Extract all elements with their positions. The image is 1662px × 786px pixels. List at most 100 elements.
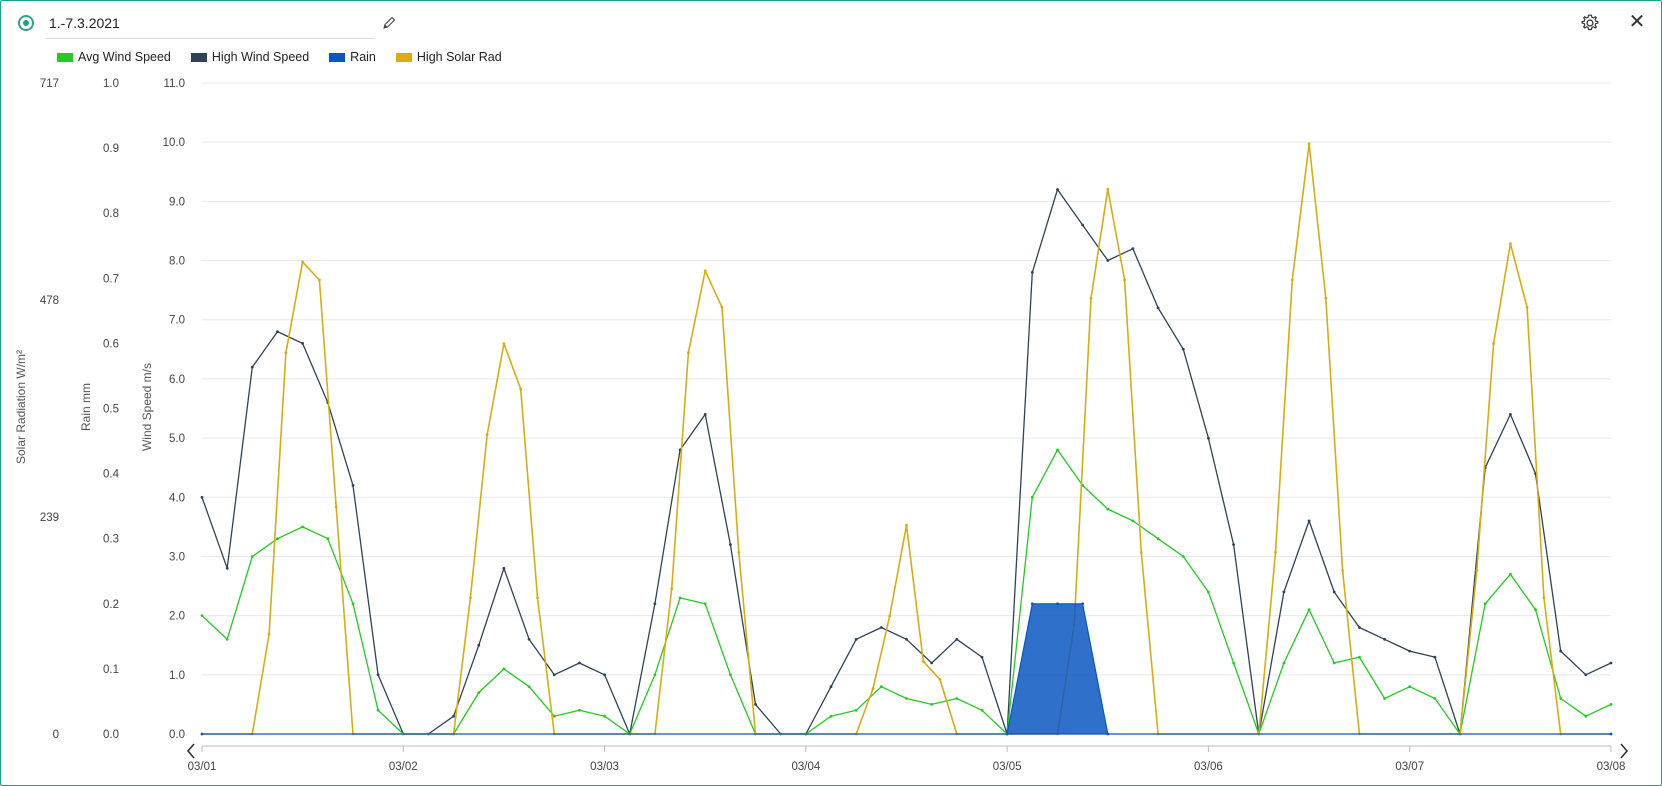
x-tick-label: 03/08 (1597, 761, 1626, 773)
x-tick-label: 03/05 (993, 761, 1022, 773)
data-point-avg-wind-speed (1383, 697, 1386, 700)
data-point-high-wind-speed (301, 342, 304, 345)
data-point-high-solar-rad (871, 687, 875, 690)
legend-item-high-wind[interactable]: High Wind Speed (190, 50, 309, 64)
data-point-avg-wind-speed (1509, 572, 1512, 576)
data-point-avg-wind-speed (351, 602, 355, 606)
data-point-avg-wind-speed (703, 602, 707, 606)
data-point-high-solar-rad (1290, 278, 1294, 282)
data-point-high-solar-rad (921, 660, 925, 663)
data-point-high-wind-speed (1584, 673, 1588, 677)
rain-axis-title: Rain mm (79, 383, 93, 431)
rain-tick-label: 0.7 (103, 273, 119, 285)
data-point-high-solar-rad (1307, 142, 1311, 146)
wind-tick-label: 4.0 (169, 492, 185, 504)
data-point-avg-wind-speed (1207, 590, 1210, 594)
solar-tick-label: 478 (40, 295, 59, 307)
data-point-high-wind-speed (1332, 590, 1336, 594)
data-point-high-solar-rad (318, 278, 321, 282)
data-point-high-wind-speed (452, 714, 455, 718)
data-point-avg-wind-speed (1483, 602, 1487, 606)
gear-icon[interactable] (1579, 12, 1601, 34)
data-point-avg-wind-speed (1156, 537, 1160, 541)
data-point-high-solar-rad (1492, 342, 1495, 345)
legend-swatch-high-wind (190, 52, 207, 62)
header: 1.-7.3.2021 ✕ (1, 1, 1661, 47)
data-point-high-wind-speed (1408, 649, 1412, 653)
rain-tick-label: 0.6 (103, 338, 119, 350)
data-point-high-solar-rad (1139, 551, 1143, 554)
data-point-high-wind-speed (1509, 413, 1512, 416)
data-point-high-wind-speed (930, 661, 934, 665)
legend-label-solar: High Solar Rad (416, 50, 502, 64)
data-point-rain (1609, 732, 1613, 736)
data-point-avg-wind-speed (502, 667, 506, 671)
data-point-rain (1106, 732, 1110, 736)
data-point-high-wind-speed (276, 330, 279, 333)
data-point-high-wind-speed (1056, 188, 1059, 191)
scroll-right-icon[interactable] (1620, 743, 1629, 759)
data-point-high-solar-rad (469, 596, 472, 600)
data-point-avg-wind-speed (225, 637, 229, 641)
title-underline (45, 38, 375, 39)
data-point-high-solar-rad (519, 387, 523, 391)
page-title[interactable]: 1.-7.3.2021 (49, 15, 120, 31)
solar-tick-label: 717 (40, 78, 59, 90)
wind-tick-label: 9.0 (169, 196, 185, 208)
data-point-avg-wind-speed (1358, 655, 1361, 659)
data-point-high-solar-rad (905, 523, 908, 527)
data-point-high-solar-rad (687, 351, 690, 355)
data-point-high-solar-rad (502, 342, 506, 345)
data-point-high-wind-speed (1181, 347, 1185, 351)
legend-label-avg-wind: Avg Wind Speed (78, 50, 171, 64)
x-tick-label: 03/01 (188, 761, 217, 773)
data-point-high-wind-speed (1207, 436, 1210, 440)
radio-selected-icon[interactable] (18, 15, 34, 31)
legend-item-solar[interactable]: High Solar Rad (395, 50, 502, 64)
data-point-high-wind-speed (502, 566, 506, 570)
data-point-high-solar-rad (703, 269, 707, 273)
data-point-avg-wind-speed (1332, 661, 1336, 665)
legend-swatch-solar (395, 52, 412, 62)
data-point-rain (1056, 602, 1059, 606)
legend-item-rain[interactable]: Rain (329, 50, 376, 64)
data-point-high-wind-speed (1358, 626, 1361, 629)
scroll-left-icon[interactable] (186, 743, 195, 759)
data-point-high-wind-speed (1383, 637, 1386, 641)
data-point-avg-wind-speed (376, 708, 380, 712)
data-point-avg-wind-speed (276, 537, 279, 541)
solar-tick-label: 239 (40, 512, 59, 524)
rain-tick-label: 1.0 (103, 78, 119, 90)
legend-item-avg-wind[interactable]: Avg Wind Speed (57, 50, 171, 64)
data-point-avg-wind-speed (1307, 608, 1311, 612)
data-point-avg-wind-speed (1131, 519, 1135, 523)
rain-tick-label: 0.0 (103, 729, 119, 741)
data-point-high-wind-speed (703, 413, 707, 416)
data-point-avg-wind-speed (1584, 714, 1588, 718)
x-tick-label: 03/02 (389, 761, 418, 773)
data-point-high-solar-rad (334, 505, 338, 509)
series-line-rain (202, 603, 1611, 735)
wind-tick-label: 10.0 (163, 137, 185, 149)
data-point-avg-wind-speed (477, 691, 481, 694)
data-point-high-solar-rad (1274, 551, 1277, 554)
data-point-high-wind-speed (578, 661, 581, 665)
data-point-avg-wind-speed (930, 703, 934, 706)
data-point-high-wind-speed (955, 637, 959, 641)
x-tick-label: 03/06 (1194, 761, 1223, 773)
x-tick-label: 03/04 (791, 761, 820, 773)
data-point-rain (1030, 602, 1034, 606)
data-point-avg-wind-speed (1181, 555, 1185, 558)
data-point-high-solar-rad (267, 632, 271, 636)
data-point-avg-wind-speed (603, 714, 606, 718)
close-icon[interactable]: ✕ (1628, 11, 1646, 33)
pencil-icon[interactable] (381, 15, 397, 31)
data-point-avg-wind-speed (250, 555, 254, 558)
wind-tick-label: 1.0 (169, 670, 185, 682)
rain-tick-label: 0.4 (103, 469, 120, 481)
data-point-avg-wind-speed (854, 708, 858, 712)
data-point-high-wind-speed (1156, 306, 1160, 310)
data-point-high-wind-speed (1081, 223, 1084, 227)
data-point-high-wind-speed (1433, 655, 1437, 659)
